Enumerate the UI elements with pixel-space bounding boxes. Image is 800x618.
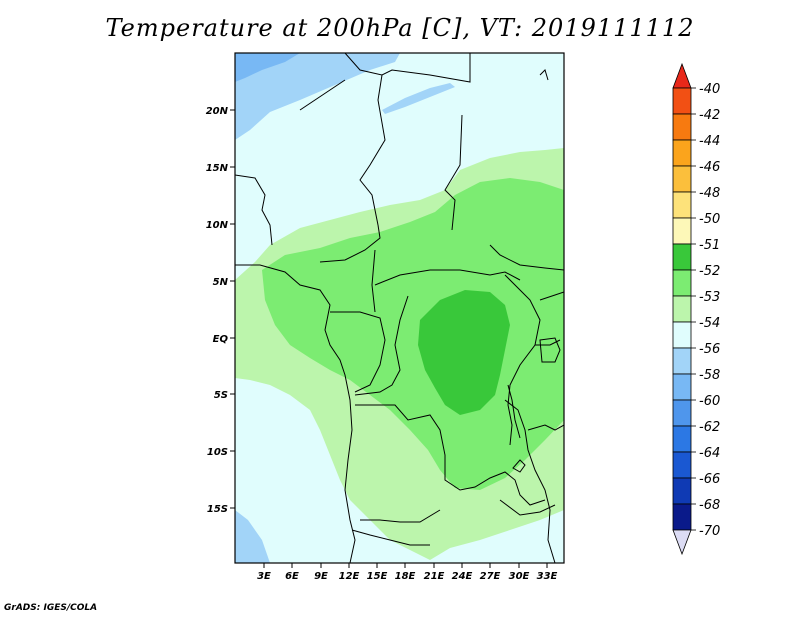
- border-east: [539, 291, 564, 301]
- colorbar-label: -62: [699, 420, 720, 435]
- colorbar-label: -66: [699, 472, 720, 487]
- colorbar-swatch: [672, 321, 692, 349]
- colorbar-swatch: [672, 347, 692, 375]
- border-drc-west: [354, 295, 409, 396]
- country-borders: [235, 53, 564, 563]
- colorbar-label: -56: [699, 342, 720, 357]
- colorbar-arrow-top: [672, 62, 692, 89]
- field-dark-green: [418, 290, 510, 415]
- border-island: [512, 459, 526, 473]
- colorbar-swatch: [672, 373, 692, 401]
- colorbar-label: -40: [699, 82, 720, 97]
- border-north: [344, 53, 471, 83]
- lat-label: 10S: [207, 447, 228, 458]
- colorbar-label: -53: [699, 290, 720, 305]
- lat-label: 10N: [206, 220, 229, 231]
- colorbar-arrow-bottom: [672, 529, 692, 556]
- lat-label: EQ: [213, 334, 229, 345]
- border-car: [374, 269, 521, 286]
- colorbar-swatch: [672, 165, 692, 193]
- border-angola-south: [360, 509, 441, 523]
- lon-label: 18E: [395, 571, 416, 582]
- colorbar-label: -54: [699, 316, 720, 331]
- colorbar-swatch: [672, 243, 692, 271]
- border-niger-chad: [444, 114, 463, 231]
- border-lakes: [504, 399, 556, 563]
- colorbar-label: -58: [699, 368, 720, 383]
- field-mid-green: [262, 178, 564, 490]
- colorbar-label: -52: [699, 264, 720, 279]
- border-algeria-mali: [359, 74, 386, 226]
- colorbar-swatch: [672, 425, 692, 453]
- lon-label: 21E: [424, 571, 445, 582]
- border-tanzania: [527, 424, 564, 431]
- lon-label: 6E: [285, 571, 299, 582]
- lat-label: 15N: [206, 163, 229, 174]
- lat-axis: 20N 15N 10N 5N EQ 5S 10S 15S: [206, 106, 235, 515]
- colorbar-label: -48: [699, 186, 720, 201]
- colorbar-label: -60: [699, 394, 720, 409]
- colorbar-label: -51: [699, 238, 720, 253]
- lon-label: 30E: [509, 571, 530, 582]
- lat-label: 5S: [214, 390, 228, 401]
- colorbar-label: -64: [699, 446, 720, 461]
- border-drc-east: [504, 274, 541, 446]
- lon-label: 24E: [452, 571, 473, 582]
- border-coast-gulf: [235, 174, 273, 246]
- border-gabon-congo: [330, 311, 386, 393]
- field-cold-streak: [382, 83, 455, 114]
- colorbar-swatch: [672, 139, 692, 167]
- lat-label: 15S: [207, 504, 228, 515]
- colorbar-swatch: [672, 295, 692, 323]
- lat-label: 5N: [213, 277, 229, 288]
- map-frame: [234, 52, 565, 564]
- colorbar-swatch: [672, 191, 692, 219]
- border-lake-victoria: [539, 337, 561, 363]
- field-cold-southwest: [235, 510, 270, 563]
- lon-label: 12E: [339, 571, 360, 582]
- colorbar-swatch: [672, 451, 692, 479]
- colorbar-swatch: [672, 87, 692, 115]
- lon-label: 27E: [480, 571, 501, 582]
- colorbar: -40 -42 -44 -46 -48 -50 -51 -52 -53 -54 -56 -58 -60 -…: [672, 62, 720, 556]
- lon-label: 3E: [257, 571, 271, 582]
- field-cold-deep: [235, 53, 300, 82]
- colorbar-swatch: [672, 217, 692, 245]
- border-sudan: [489, 244, 564, 271]
- lon-label: 15E: [367, 571, 388, 582]
- border-zambia: [499, 499, 556, 516]
- lat-label: 20N: [206, 106, 229, 117]
- border-mali-niger: [299, 79, 346, 111]
- border-red-sea: [539, 69, 549, 81]
- colorbar-swatch: [672, 477, 692, 505]
- colorbar-label: -44: [699, 134, 720, 149]
- lon-axis: 3E 6E 9E 12E 15E 18E 21E 24E 27E 30E 33E: [257, 563, 558, 582]
- colorbar-swatch: [672, 399, 692, 427]
- map-title: Temperature at 200hPa [C], VT: 201911111…: [105, 14, 695, 42]
- lon-label: 33E: [537, 571, 558, 582]
- colorbar-swatch: [672, 113, 692, 141]
- border-cameroon-east: [371, 249, 376, 313]
- border-namibia: [351, 529, 430, 546]
- colorbar-label: -70: [699, 524, 720, 539]
- colorbar-label: -50: [699, 212, 720, 227]
- grads-credit: GrADS: IGES/COLA: [4, 603, 98, 613]
- field-cold-northwest: [235, 53, 400, 140]
- colorbar-swatch: [672, 269, 692, 297]
- colorbar-label: -68: [699, 498, 720, 513]
- colorbar-swatch: [672, 503, 692, 531]
- colorbar-label: -46: [699, 160, 720, 175]
- lon-label: 9E: [314, 571, 328, 582]
- colorbar-label: -42: [699, 108, 720, 123]
- temperature-field: [235, 53, 564, 563]
- border-angola: [355, 404, 546, 506]
- border-west-coast: [235, 264, 356, 563]
- border-nigeria-cameroon: [319, 224, 381, 263]
- border-lake-tanganyika: [507, 384, 521, 439]
